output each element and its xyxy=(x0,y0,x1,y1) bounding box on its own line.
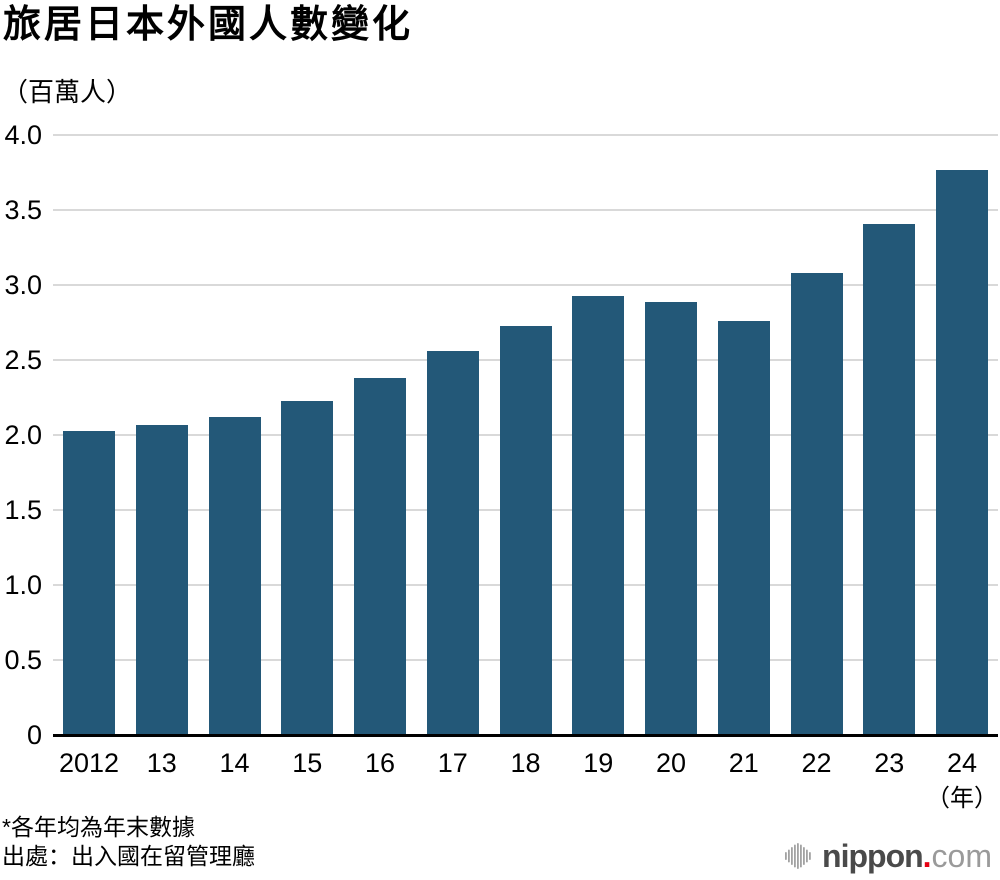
x-tick-label: 13 xyxy=(146,748,177,778)
y-tick-label: 1.5 xyxy=(4,495,42,525)
x-tick-label: 24 xyxy=(946,748,978,778)
bar xyxy=(645,301,697,735)
y-tick-label: 3.5 xyxy=(4,195,42,225)
logo-dot: . xyxy=(922,837,932,874)
bar xyxy=(135,424,188,735)
x-tick-label: 19 xyxy=(583,748,614,778)
x-tick-label: 15 xyxy=(292,748,323,778)
bar xyxy=(717,321,770,735)
x-tick-label: 17 xyxy=(437,748,468,778)
gridline xyxy=(53,134,998,136)
gridline xyxy=(53,209,998,211)
y-tick-label: 0.5 xyxy=(4,645,42,675)
gridline xyxy=(53,284,998,286)
chart-title: 旅居日本外國人數變化 xyxy=(3,4,414,46)
y-tick-label: 3.0 xyxy=(4,270,42,300)
footnote: *各年均為年末數據 xyxy=(2,814,195,840)
bar xyxy=(936,169,988,735)
bar xyxy=(499,325,552,735)
x-tick-label: 20 xyxy=(655,748,687,778)
bar xyxy=(863,223,916,735)
x-axis-unit-label: （年） xyxy=(926,785,998,812)
source-label: 出處：出入國在留管理廳 xyxy=(2,843,255,869)
x-tick-label: 16 xyxy=(364,748,396,778)
bar xyxy=(572,295,625,735)
x-tick-label: 18 xyxy=(510,748,541,778)
logo-text-nippon: nippon xyxy=(822,837,924,874)
y-tick-label: 2.0 xyxy=(4,420,42,450)
bar xyxy=(281,400,334,735)
y-tick-label: 1.0 xyxy=(4,570,42,600)
x-tick-label: 2012 xyxy=(58,748,120,778)
y-tick-label: 0 xyxy=(26,720,42,750)
y-axis-unit-label: （百萬人） xyxy=(2,77,133,107)
x-tick-label: 22 xyxy=(801,748,832,778)
x-tick-label: 23 xyxy=(874,748,905,778)
bar xyxy=(790,273,843,735)
y-tick-label: 4.0 xyxy=(4,120,42,150)
x-tick-label: 21 xyxy=(728,748,759,778)
soundwave-icon xyxy=(785,843,811,869)
nippon-logo: nippon. com xyxy=(783,837,992,874)
x-axis-line xyxy=(53,733,998,737)
bar xyxy=(426,351,479,735)
bar xyxy=(63,430,115,735)
bar xyxy=(354,378,406,735)
y-tick-label: 2.5 xyxy=(4,345,42,375)
x-tick-label: 14 xyxy=(219,748,250,778)
logo-text-com: com xyxy=(931,837,992,874)
bar xyxy=(208,417,261,735)
